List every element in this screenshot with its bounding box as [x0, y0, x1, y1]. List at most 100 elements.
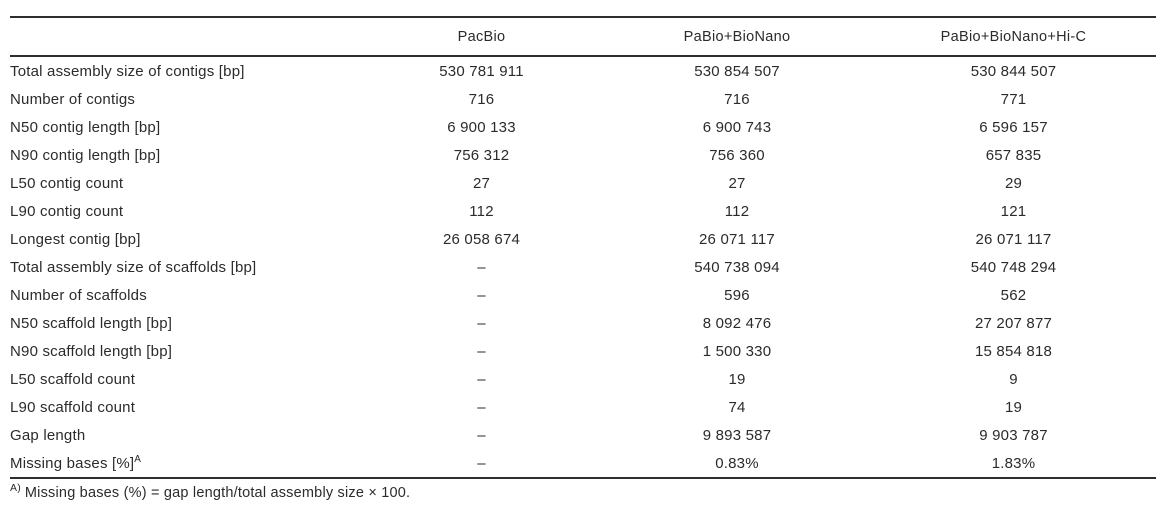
- cell-value: 27: [728, 174, 746, 192]
- row-label: Number of scaffolds: [10, 281, 360, 309]
- cell-value: 19: [1004, 398, 1023, 416]
- row-label-text: L90 contig count: [10, 202, 124, 220]
- cell-value: 19: [728, 370, 746, 388]
- table-row: L50 contig count 27 27 29: [10, 169, 1156, 197]
- cell-value: –: [477, 370, 486, 388]
- cell-value: –: [477, 314, 486, 332]
- cell-value: 9 893 587: [702, 426, 772, 444]
- header-row: PacBio PaBio+BioNano PaBio+BioNano+Hi-C: [10, 17, 1156, 57]
- row-label: Number of contigs: [10, 85, 360, 113]
- cell-value: 1 500 330: [702, 342, 772, 360]
- cell-value: 29: [1004, 174, 1023, 192]
- cell-value: –: [477, 398, 486, 416]
- cell-value: 596: [724, 286, 750, 304]
- cell-value: –: [477, 258, 486, 276]
- row-label-text: N50 scaffold length [bp]: [10, 314, 173, 332]
- cell-value: 1.83%: [991, 454, 1036, 472]
- cell-value: 27: [472, 174, 491, 192]
- cell-value: 530 844 507: [970, 62, 1057, 80]
- row-label-text: Missing bases [%]: [10, 454, 135, 472]
- cell-value: 26 071 117: [975, 230, 1052, 248]
- footnote-reference: A: [134, 453, 142, 465]
- cell-value: 9 903 787: [979, 426, 1048, 444]
- row-label: N90 contig length [bp]: [10, 141, 360, 169]
- row-label: N50 contig length [bp]: [10, 113, 360, 141]
- column-header-pacbio: PacBio: [360, 17, 603, 57]
- table-row: Longest contig [bp] 26 058 674 26 071 117 2…: [10, 225, 1156, 253]
- row-label: Longest contig [bp]: [10, 225, 360, 253]
- cell-value: 716: [724, 90, 750, 108]
- table-row: N90 contig length [bp] 756 312 756 360 657 …: [10, 141, 1156, 169]
- footnote: A) Missing bases (%) = gap length/total a…: [10, 482, 1156, 501]
- table-row: L90 scaffold count – 74 19: [10, 393, 1156, 421]
- cell-value: –: [477, 454, 486, 472]
- row-label-text: Number of scaffolds: [10, 286, 147, 304]
- cell-value: 657 835: [985, 146, 1042, 164]
- cell-value: 26 058 674: [442, 230, 521, 248]
- header-cell-empty: [10, 17, 360, 57]
- table-row: L90 contig count 112 112 121: [10, 197, 1156, 225]
- table-row: Missing bases [%]A – 0.83% 1.83%: [10, 449, 1156, 478]
- cell-value: 112: [724, 202, 750, 220]
- cell-value: 716: [468, 90, 495, 108]
- cell-value: 562: [1000, 286, 1027, 304]
- row-label-text: L50 scaffold count: [10, 370, 136, 388]
- row-label-text: L50 contig count: [10, 174, 124, 192]
- cell-value: 74: [728, 398, 746, 416]
- cell-value: –: [477, 426, 486, 444]
- column-header-pabio-bionano: PaBio+BioNano: [603, 17, 871, 57]
- row-label-text: Number of contigs: [10, 90, 136, 108]
- table-row: Gap length – 9 893 587 9 903 787: [10, 421, 1156, 449]
- row-label-text: Longest contig [bp]: [10, 230, 141, 248]
- cell-value: 9: [1009, 370, 1018, 388]
- row-label-text: L90 scaffold count: [10, 398, 136, 416]
- table-row: Number of contigs 716 716 771: [10, 85, 1156, 113]
- cell-value: 15 854 818: [974, 342, 1053, 360]
- cell-value: 530 781 911: [439, 62, 524, 80]
- row-label-text: N90 contig length [bp]: [10, 146, 161, 164]
- cell-value: 540 738 094: [694, 258, 780, 276]
- cell-value: 6 900 743: [702, 118, 772, 136]
- row-label-text: N50 contig length [bp]: [10, 118, 161, 136]
- cell-value: 112: [469, 202, 494, 220]
- table-header: PacBio PaBio+BioNano PaBio+BioNano+Hi-C: [10, 17, 1156, 57]
- cell-value: 27 207 877: [974, 314, 1053, 332]
- table-row: N50 contig length [bp] 6 900 133 6 900 743…: [10, 113, 1156, 141]
- row-label: Total assembly size of contigs [bp]: [10, 56, 360, 85]
- row-label: Gap length: [10, 421, 360, 449]
- cell-value: 756 360: [709, 146, 765, 164]
- row-label: N50 scaffold length [bp]: [10, 309, 360, 337]
- table-row: N50 scaffold length [bp] – 8 092 476 27 207…: [10, 309, 1156, 337]
- cell-value: 6 596 157: [979, 118, 1048, 136]
- table-row: L50 scaffold count – 19 9: [10, 365, 1156, 393]
- column-header-pabio-bionano-hic: PaBio+BioNano+Hi-C: [871, 17, 1156, 57]
- row-label: N90 scaffold length [bp]: [10, 337, 360, 365]
- cell-value: 0.83%: [715, 454, 759, 472]
- row-label: L50 scaffold count: [10, 365, 360, 393]
- cell-value: –: [477, 342, 486, 360]
- table-body: Total assembly size of contigs [bp] 530 7…: [10, 56, 1156, 478]
- cell-value: 8 092 476: [702, 314, 772, 332]
- cell-value: 540 748 294: [970, 258, 1057, 276]
- row-label: Total assembly size of scaffolds [bp]: [10, 253, 360, 281]
- table-row: Total assembly size of contigs [bp] 530 7…: [10, 56, 1156, 85]
- assembly-statistics-table: PacBio PaBio+BioNano PaBio+BioNano+Hi-C …: [10, 16, 1156, 479]
- table-row: Number of scaffolds – 596 562: [10, 281, 1156, 309]
- cell-value: 26 071 117: [699, 230, 775, 248]
- footnote-text: Missing bases (%) = gap length/total ass…: [24, 485, 411, 501]
- cell-value: 121: [1000, 202, 1027, 220]
- row-label: Missing bases [%]A: [10, 449, 360, 478]
- row-label-text: N90 scaffold length [bp]: [10, 342, 173, 360]
- cell-value: 6 900 133: [447, 118, 516, 136]
- table-row: Total assembly size of scaffolds [bp] – 54…: [10, 253, 1156, 281]
- row-label: L90 scaffold count: [10, 393, 360, 421]
- footnote-marker: A): [10, 482, 21, 495]
- cell-value: 771: [1000, 90, 1027, 108]
- table-row: N90 scaffold length [bp] – 1 500 330 15 854…: [10, 337, 1156, 365]
- cell-value: 530 854 507: [694, 62, 780, 80]
- row-label: L90 contig count: [10, 197, 360, 225]
- cell-value: –: [477, 286, 486, 304]
- row-label-text: Gap length: [10, 426, 86, 444]
- row-label: L50 contig count: [10, 169, 360, 197]
